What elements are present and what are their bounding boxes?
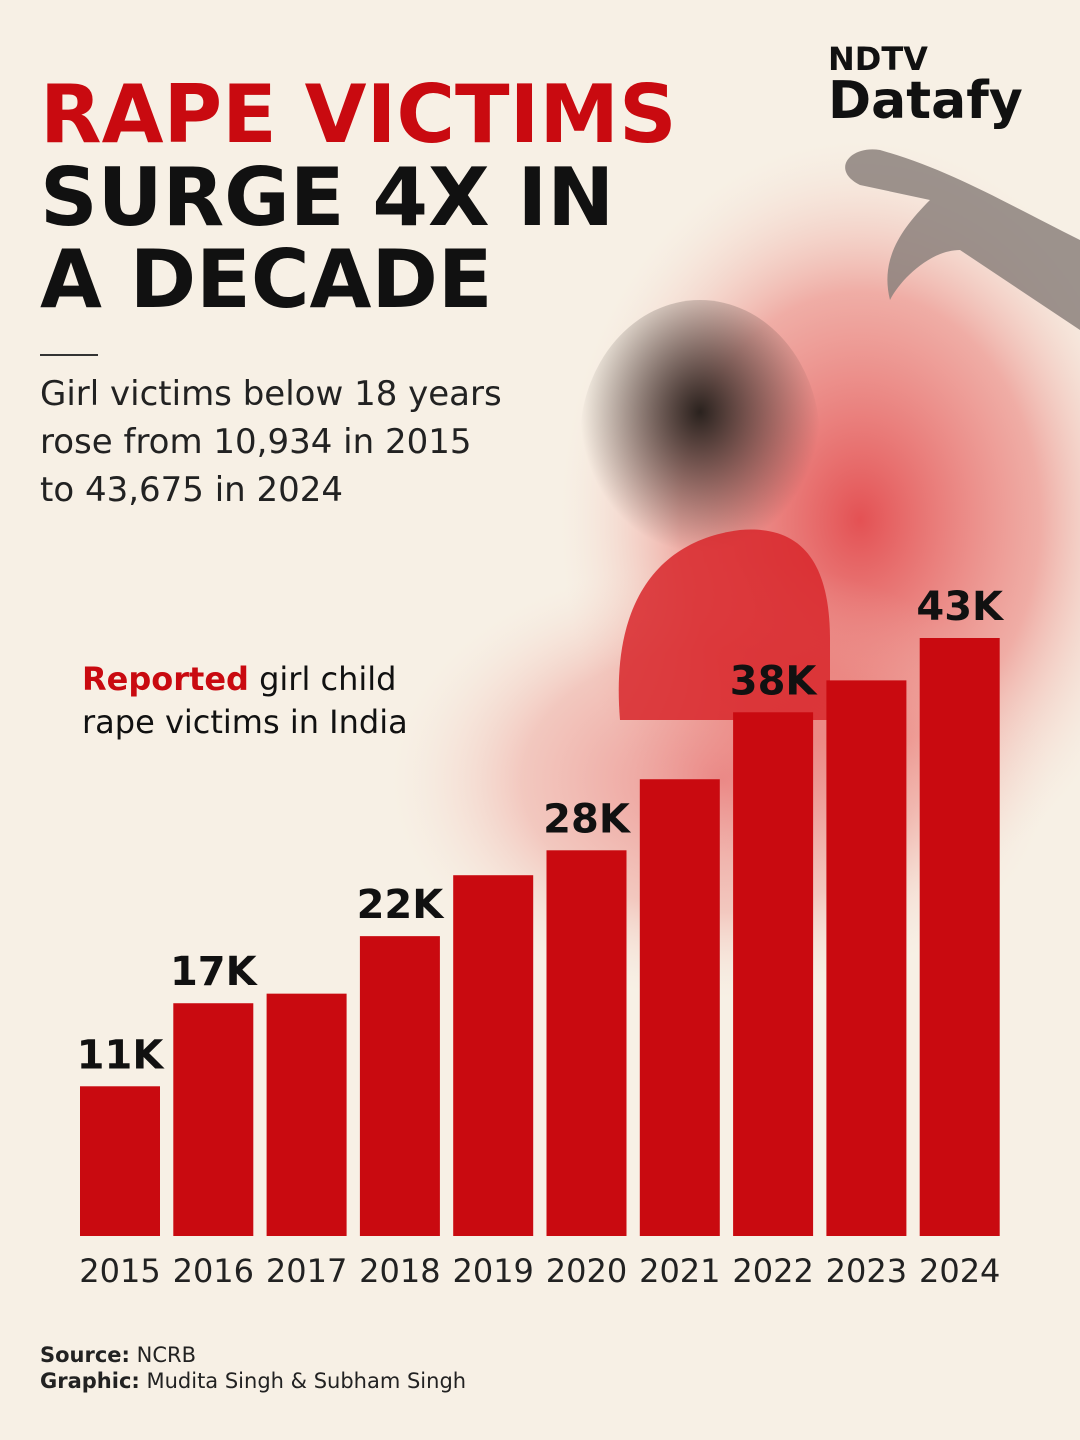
chart-title: rape victims in India bbox=[82, 703, 408, 741]
value-label: 43K bbox=[916, 584, 1005, 630]
chart-title: Reported girl child bbox=[82, 660, 396, 698]
chart-title-text: girl child bbox=[259, 660, 396, 698]
credit-text: Mudita Singh & Subham Singh bbox=[146, 1369, 466, 1393]
bar bbox=[80, 1086, 160, 1236]
bar bbox=[266, 993, 347, 1236]
x-tick-label: 2015 bbox=[79, 1252, 160, 1290]
illustration-backpack bbox=[618, 529, 830, 720]
x-tick-label: 2020 bbox=[546, 1252, 627, 1290]
source-label: Source: bbox=[40, 1343, 130, 1367]
bar bbox=[639, 779, 720, 1236]
x-tick-label: 2022 bbox=[732, 1252, 813, 1290]
x-tick-label: 2021 bbox=[639, 1252, 720, 1290]
title-line: SURGE 4X IN bbox=[40, 151, 614, 244]
source: Source: NCRB bbox=[40, 1343, 196, 1367]
bar bbox=[173, 1003, 254, 1236]
x-tick-label: 2023 bbox=[826, 1252, 907, 1290]
value-label: 17K bbox=[170, 949, 259, 995]
x-tick-label: 2017 bbox=[266, 1252, 347, 1290]
x-tick-label: 2018 bbox=[359, 1252, 440, 1290]
subtitle-line: Girl victims below 18 years bbox=[40, 374, 502, 414]
logo-top: NDTV bbox=[828, 40, 928, 78]
illustration-hand bbox=[845, 149, 1080, 330]
illustration-girl bbox=[580, 300, 820, 580]
x-tick-label: 2016 bbox=[173, 1252, 254, 1290]
x-tick-label: 2019 bbox=[452, 1252, 533, 1290]
bar bbox=[453, 875, 534, 1236]
credit-label: Graphic: bbox=[40, 1369, 140, 1393]
bar bbox=[546, 850, 627, 1236]
bar bbox=[826, 680, 907, 1236]
chart-title-highlight: Reported bbox=[82, 660, 249, 698]
source-text: NCRB bbox=[137, 1343, 196, 1367]
bar bbox=[733, 712, 814, 1236]
title-line: A DECADE bbox=[40, 233, 493, 326]
subtitle-line: rose from 10,934 in 2015 bbox=[40, 422, 472, 462]
value-label: 22K bbox=[357, 882, 446, 928]
logo-bottom: Datafy bbox=[828, 71, 1023, 131]
bar bbox=[359, 936, 440, 1236]
value-label: 28K bbox=[543, 796, 632, 842]
value-label: 38K bbox=[730, 658, 819, 704]
value-label: 11K bbox=[77, 1032, 166, 1078]
credit: Graphic: Mudita Singh & Subham Singh bbox=[40, 1369, 466, 1393]
x-tick-label: 2024 bbox=[919, 1252, 1000, 1290]
bar bbox=[919, 638, 1000, 1236]
subtitle-line: to 43,675 in 2024 bbox=[40, 470, 343, 510]
title-line: RAPE VICTIMS bbox=[40, 68, 677, 161]
